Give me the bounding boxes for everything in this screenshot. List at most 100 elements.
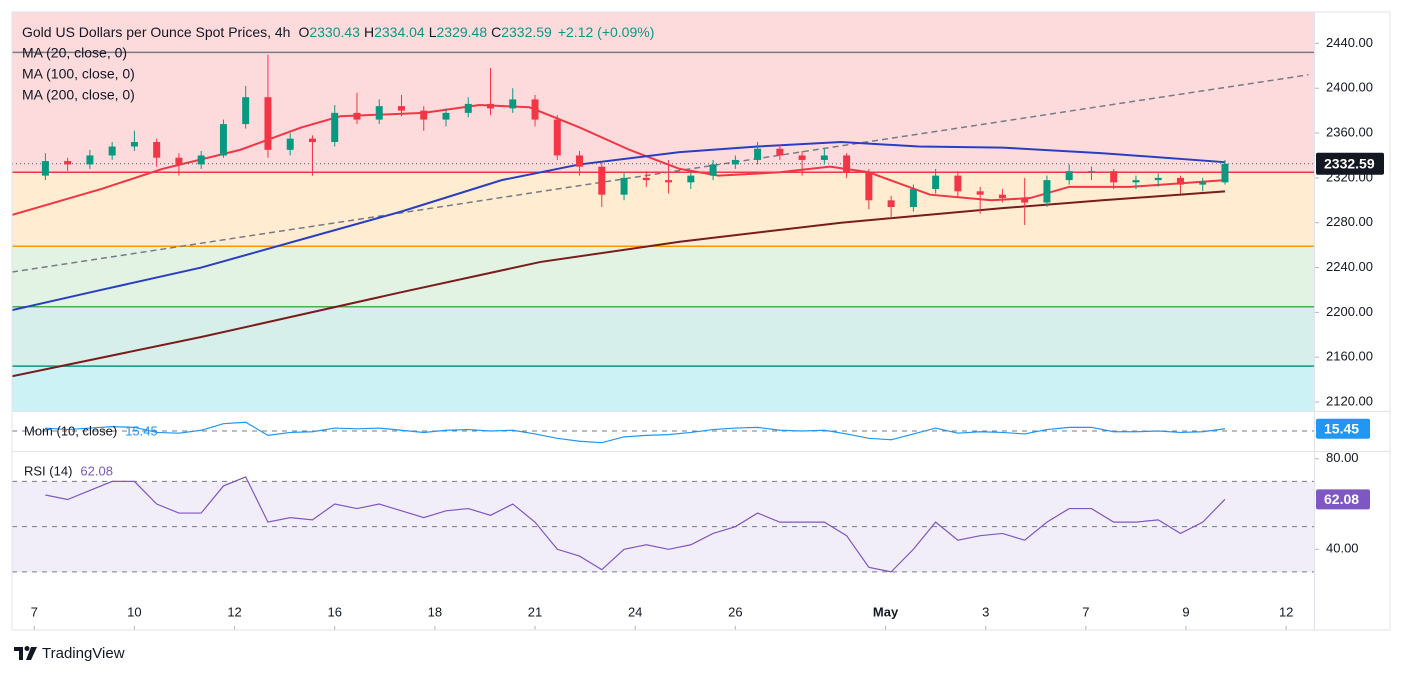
legend-entry: MA (20, close, 0): [22, 45, 127, 61]
title: Gold US Dollars per Ounce Spot Prices, 4…: [22, 24, 290, 40]
x-tick-label: 7: [1082, 604, 1089, 619]
price-pane: [12, 12, 1314, 411]
candle-body: [909, 189, 917, 208]
candle-body: [798, 155, 806, 160]
y-tick-label: 40.00: [1326, 541, 1359, 556]
y-tick-label: 2400.00: [1326, 80, 1373, 95]
candle-body: [865, 172, 873, 201]
candle-body: [487, 103, 495, 109]
ma-line: [12, 141, 1226, 312]
last-price-box: [1316, 152, 1384, 175]
indicator-value-box: [1316, 418, 1370, 439]
candle-body: [820, 155, 828, 160]
candle-body: [1176, 177, 1184, 185]
indicator-value: 62.08: [80, 463, 113, 478]
x-tick-label: 16: [327, 604, 341, 619]
ohlc-label: H: [364, 24, 374, 40]
indicator-name: Mom (10, close): [24, 423, 117, 438]
candle-body: [197, 155, 205, 165]
candle-body: [754, 148, 762, 160]
x-tick-label: 9: [1182, 604, 1189, 619]
indicator-value: 15.45: [125, 423, 158, 438]
zone: [12, 12, 1314, 173]
candle-body: [509, 99, 517, 109]
candle-body: [130, 142, 138, 147]
candle-body: [219, 124, 227, 156]
ohlc-value: 2334.04: [374, 24, 425, 40]
y-tick-label: 80.00: [1326, 450, 1359, 465]
candle-body: [442, 112, 450, 120]
candle-body: [843, 155, 851, 173]
y-tick-label: 2120.00: [1326, 393, 1373, 408]
candle-body: [1043, 180, 1051, 203]
legend-entry: MA (100, close, 0): [22, 66, 135, 82]
candle-body: [175, 157, 183, 165]
candle-body: [1110, 171, 1118, 183]
ohlc-value: 2329.48: [437, 24, 488, 40]
brand: TradingView: [42, 645, 125, 662]
ohlc-value: 2332.59: [501, 24, 552, 40]
candle-body: [464, 103, 472, 113]
ohlc-label: O: [298, 24, 309, 40]
zone: [12, 172, 1314, 247]
x-tick-label: 24: [628, 604, 642, 619]
candle-body: [642, 177, 650, 181]
frame: [11, 11, 1391, 631]
y-tick-label: 2240.00: [1326, 259, 1373, 274]
candle-body: [576, 155, 584, 167]
candle-body: [620, 177, 628, 195]
x-tick-label: 21: [528, 604, 542, 619]
legend-entry: MA (200, close, 0): [22, 87, 135, 103]
x-tick-label: 26: [728, 604, 742, 619]
y-tick-label: 2360.00: [1326, 124, 1373, 139]
candle-body: [353, 112, 361, 120]
indicator-value-label: 15.45: [1324, 420, 1359, 436]
candle-body: [308, 138, 316, 143]
candle-body: [998, 194, 1006, 199]
change: +2.12 (+0.09%): [558, 24, 655, 40]
y-tick-label: 2440.00: [1326, 35, 1373, 50]
y-tick-label: 2200.00: [1326, 304, 1373, 319]
candle-body: [1065, 171, 1073, 181]
indicator-name: RSI (14): [24, 463, 72, 478]
rsi-pane: [12, 476, 1314, 573]
candle-body: [598, 166, 606, 195]
candle-body: [86, 155, 94, 165]
indicator-value-label: 62.08: [1324, 491, 1359, 507]
x-tick-label: 10: [127, 604, 141, 619]
candle-body: [1221, 163, 1229, 183]
x-tick-label: May: [873, 604, 899, 619]
momentum-pane: [12, 421, 1314, 444]
zone: [12, 246, 1314, 307]
header: Gold US Dollars per Ounce Spot Prices, 4…: [22, 24, 654, 40]
trend-line: [12, 74, 1309, 273]
candle-body: [954, 175, 962, 192]
axes: 2440.002400.002360.002320.002280.002240.…: [22, 35, 1384, 630]
candle-body: [553, 119, 561, 156]
indicator-line: [45, 421, 1226, 444]
brand-logo: [14, 646, 37, 660]
candle-body: [932, 175, 940, 190]
candle-body: [887, 200, 895, 208]
x-tick-label: 12: [1279, 604, 1293, 619]
x-tick-label: 18: [428, 604, 442, 619]
candle-body: [397, 106, 405, 111]
x-tick-label: 3: [982, 604, 989, 619]
candle-body: [1132, 180, 1140, 183]
candle-body: [531, 99, 539, 120]
candle-body: [420, 110, 428, 120]
candle-body: [331, 112, 339, 143]
candle-body: [1021, 198, 1029, 203]
last-price-label: 2332.59: [1324, 155, 1375, 171]
y-tick-label: 2160.00: [1326, 349, 1373, 364]
x-tick-label: 7: [31, 604, 38, 619]
ma-line: [12, 190, 1226, 378]
y-tick-label: 2280.00: [1326, 214, 1373, 229]
indicator-value-box: [1316, 489, 1370, 510]
candle-body: [1199, 182, 1207, 185]
candle-body: [1087, 171, 1095, 173]
candle-body: [242, 97, 250, 125]
candle-body: [776, 148, 784, 156]
candle-body: [153, 142, 161, 158]
